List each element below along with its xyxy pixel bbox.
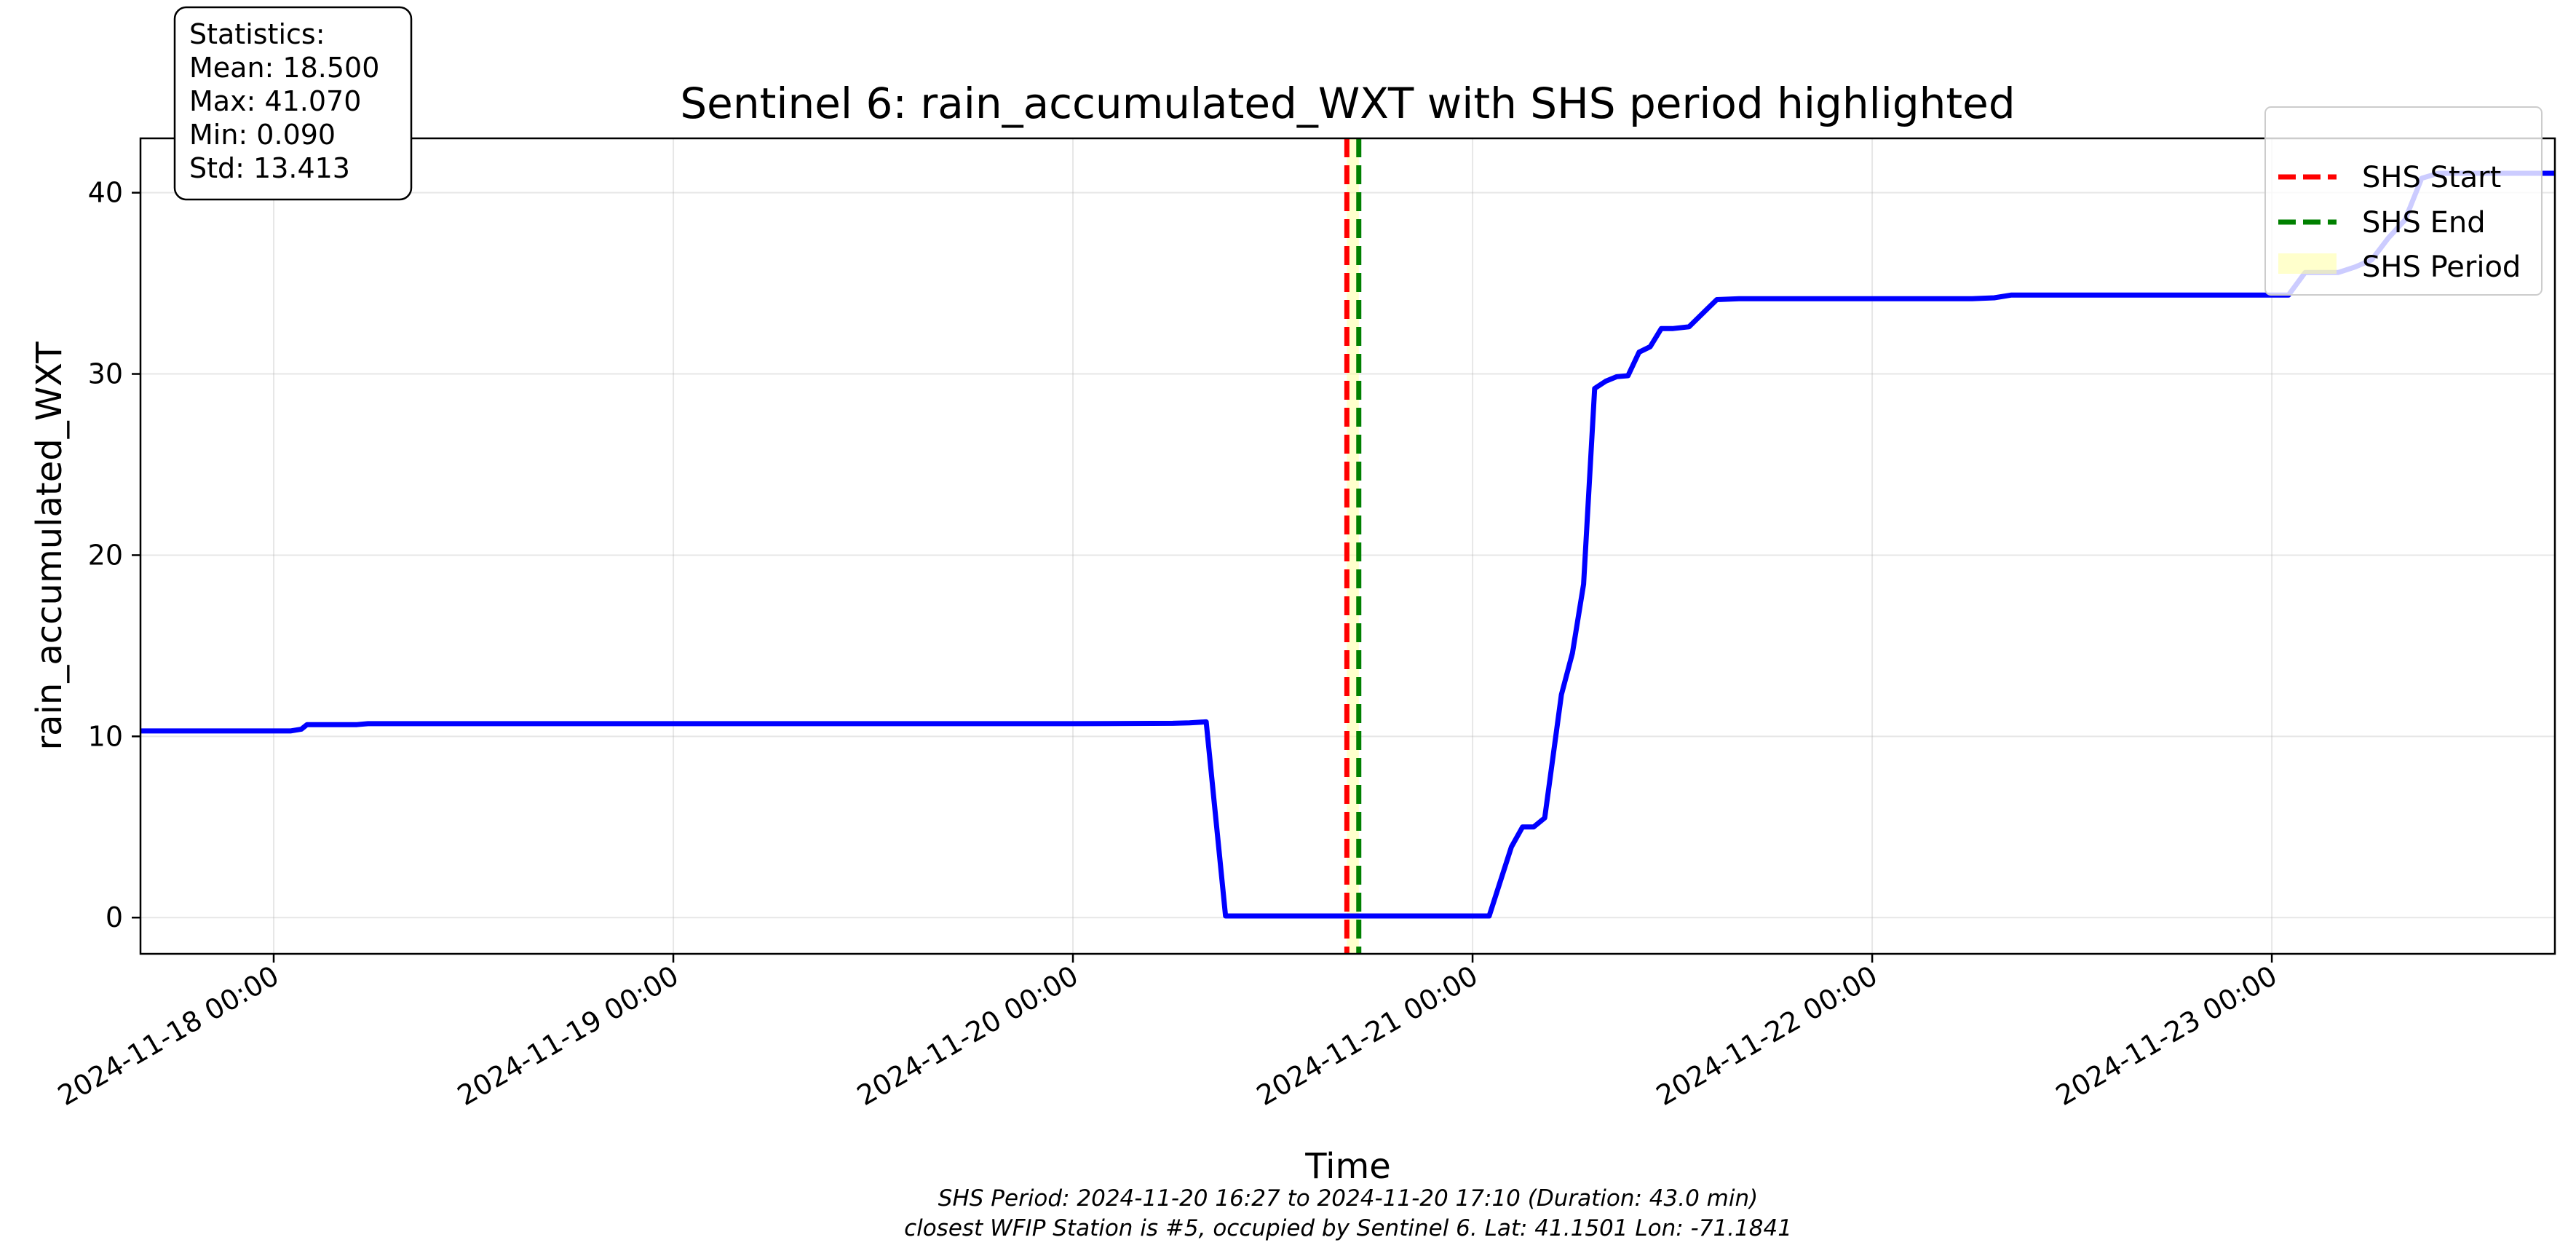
- shs-period-span: [1347, 138, 1359, 954]
- statistics-heading: Statistics:: [189, 18, 325, 50]
- plot-area-frame: [139, 137, 2556, 955]
- statistics-std: Std: 13.413: [189, 152, 350, 184]
- legend-shs-start-label: SHS Start: [2362, 161, 2501, 194]
- legend-box: [2264, 106, 2543, 296]
- footnote-station: closest WFIP Station is #5, occupied by …: [904, 1215, 1792, 1241]
- y-axis-label: rain_accumulated_WXT: [29, 341, 70, 751]
- statistics-box: Statistics: Mean: 18.500 Max: 41.070 Min…: [173, 6, 413, 201]
- y-tick-label: 30: [88, 358, 123, 390]
- statistics-box-frame: [173, 6, 413, 201]
- y-tick-label: 0: [106, 901, 123, 933]
- legend: SHS Start SHS End SHS Period: [2264, 106, 2543, 296]
- statistics-max: Max: 41.070: [189, 85, 361, 117]
- y-tick-label: 20: [88, 539, 123, 571]
- statistics-min: Min: 0.090: [189, 119, 336, 151]
- x-axis-label: Time: [1304, 1146, 1390, 1187]
- footnote-shs-period: SHS Period: 2024-11-20 16:27 to 2024-11-…: [938, 1185, 1758, 1212]
- legend-shs-period-swatch: [2278, 253, 2337, 274]
- y-tick-label: 40: [88, 177, 123, 209]
- chart-title: Sentinel 6: rain_accumulated_WXT with SH…: [680, 79, 2015, 128]
- legend-shs-period-label: SHS Period: [2362, 250, 2521, 284]
- statistics-mean: Mean: 18.500: [189, 52, 379, 84]
- y-tick-label: 10: [88, 720, 123, 752]
- y-axis-ticks: 0 10 20 30 40: [88, 177, 140, 933]
- legend-shs-end-label: SHS End: [2362, 206, 2486, 240]
